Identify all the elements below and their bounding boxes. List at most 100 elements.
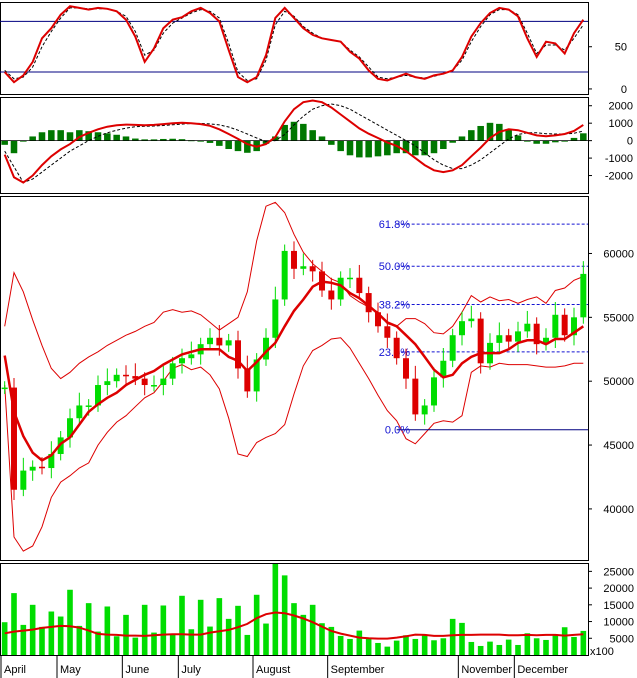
volume-bar — [375, 642, 381, 655]
volume-bar — [225, 618, 232, 655]
candle-body — [216, 337, 223, 346]
candle-body — [524, 323, 531, 332]
macd-histogram-bar — [38, 132, 46, 141]
candle-body — [235, 340, 241, 369]
candle-body — [151, 385, 157, 387]
candle-body — [263, 337, 269, 360]
volume-bar — [496, 644, 503, 655]
volume-tick-label: 25000 — [603, 566, 634, 578]
candle-body — [515, 331, 521, 342]
macd-histogram-bar — [309, 130, 316, 141]
macd-histogram-bar — [458, 136, 466, 141]
volume-bar — [328, 626, 335, 655]
vol-frame — [0, 563, 589, 656]
macd-histogram-bar — [216, 140, 223, 146]
candle-body — [179, 358, 185, 364]
price-tick-label: 55000 — [603, 312, 634, 324]
volume-bar — [421, 635, 428, 655]
candle-body — [76, 405, 83, 419]
candle-body — [449, 335, 456, 361]
candle-body — [11, 387, 17, 490]
volume-bar — [524, 633, 531, 655]
bollinger-lower-line — [4, 337, 584, 552]
candle-body — [431, 377, 437, 406]
candle-body — [571, 317, 577, 336]
volume-bar — [291, 603, 297, 655]
volume-bar — [300, 614, 307, 655]
candle-body — [253, 359, 260, 392]
candle-body — [104, 381, 111, 386]
volume-bar — [104, 606, 111, 655]
month-label: June — [125, 664, 149, 676]
candle-body — [375, 312, 381, 327]
volume-bar — [468, 641, 475, 655]
candle-body — [132, 376, 139, 379]
macd-histogram-bar — [57, 130, 64, 141]
macd-histogram-bar — [66, 132, 74, 141]
volume-bar — [505, 639, 512, 655]
macd-histogram-bar — [122, 136, 130, 141]
volume-bar — [440, 638, 447, 655]
volume-average-line — [4, 611, 584, 640]
macd-histogram-bar — [178, 139, 186, 141]
macd-histogram-bar — [552, 140, 559, 143]
volume-bar — [235, 605, 241, 655]
macd-histogram-bar — [94, 132, 102, 141]
candle-body — [300, 266, 307, 269]
candle-body — [412, 378, 419, 415]
candle-body — [141, 378, 148, 386]
candle-body — [169, 363, 176, 379]
month-label: August — [256, 664, 290, 676]
volume-bar — [393, 640, 400, 655]
macd-histogram-bar — [113, 134, 120, 141]
volume-bar — [85, 603, 92, 655]
fib-label: 50.0% — [379, 261, 410, 273]
volume-bar — [253, 594, 260, 655]
volume-bar — [20, 624, 27, 655]
macd-histogram-bar — [29, 136, 36, 141]
candle-body — [421, 405, 428, 415]
volume-bar — [48, 611, 55, 655]
stoch-tick-label: 50 — [615, 42, 627, 54]
candle-body — [580, 273, 587, 318]
candle-body — [281, 250, 288, 300]
volume-bar — [487, 641, 493, 655]
candle-body — [533, 323, 540, 345]
macd-tick-label: 1000 — [609, 118, 633, 130]
volume-bar — [515, 644, 521, 655]
volume-bar — [384, 646, 391, 655]
macd-histogram-bar — [169, 138, 176, 141]
candle-body — [95, 385, 101, 406]
volume-bar — [39, 626, 45, 655]
macd-histogram-bar — [337, 140, 344, 152]
volume-bar — [216, 598, 223, 655]
macd-signal-line — [4, 103, 584, 184]
volume-bar — [365, 638, 372, 655]
macd-tick-label: 2000 — [609, 101, 633, 113]
macd-tick-label: 0 — [627, 136, 633, 148]
macd-frame — [0, 97, 589, 194]
volume-bar — [263, 623, 269, 655]
fib-label: 0.0% — [385, 425, 410, 437]
volume-bar — [356, 630, 363, 655]
price-tick-label: 45000 — [603, 440, 634, 452]
macd-histogram-bar — [290, 121, 298, 141]
moving-average-line — [3, 280, 585, 462]
macd-histogram-bar — [328, 140, 335, 145]
macd-histogram-bar — [514, 135, 522, 141]
macd-histogram-bar — [542, 140, 550, 144]
volume-tick-label: 15000 — [603, 600, 634, 612]
candle-body — [309, 266, 316, 272]
candle-body — [39, 466, 45, 469]
macd-histogram-bar — [384, 140, 391, 156]
candle-body — [1, 387, 8, 390]
volume-bar — [347, 638, 353, 655]
macd-histogram-bar — [20, 140, 27, 142]
candle-body — [440, 360, 447, 378]
stoch-frame — [0, 2, 589, 95]
stoch-k-line — [3, 5, 585, 84]
candle-body — [403, 358, 409, 379]
volume-bar — [11, 593, 17, 655]
candle-body — [365, 293, 372, 313]
macd-histogram-bar — [76, 130, 83, 141]
